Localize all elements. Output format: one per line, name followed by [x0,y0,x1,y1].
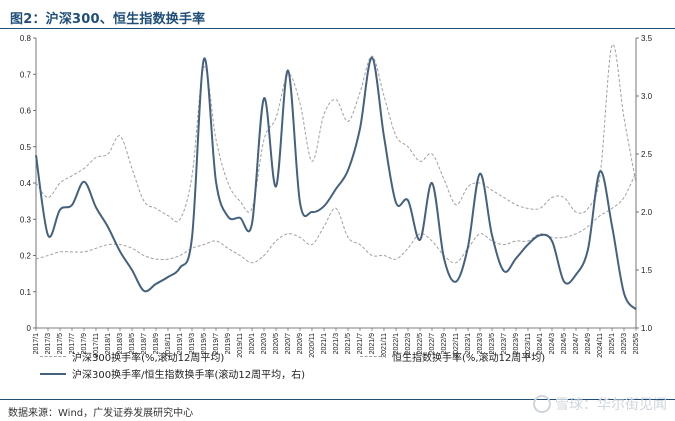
x-tick-label: 2021/7 [357,333,364,355]
x-tick-label: 2021/1 [321,333,328,355]
x-tick-label: 2020/11 [309,333,316,358]
y-right-tick-label: 2.5 [641,150,653,159]
x-tick-label: 2020/3 [261,333,268,355]
watermark-logo-icon [533,395,551,413]
y-left-tick-label: 0.6 [20,107,32,116]
x-tick-label: 2019/9 [225,333,232,355]
legend-ratio-swatch [40,372,66,375]
x-tick-label: 2025/1 [609,333,616,355]
x-tick-label: 2023/7 [501,333,508,355]
x-tick-label: 2017/7 [69,333,76,355]
legend-hs300-swatch [40,356,66,357]
y-left-tick-label: 0.1 [20,288,32,297]
x-tick-label: 2024/5 [561,333,568,355]
x-tick-label: 2020/7 [285,333,292,355]
x-tick-label: 2022/3 [405,333,412,355]
source-note: 数据来源：Wind，广发证券发展研究中心 [8,408,194,419]
x-tick-label: 2017/11 [93,333,100,358]
x-tick-label: 2019/7 [213,333,220,355]
y-left-tick-label: 0.7 [20,70,32,79]
title-rule [0,28,675,29]
x-tick-label: 2018/5 [129,333,136,355]
x-tick-label: 2021/3 [333,333,340,355]
x-tick-label: 2024/1 [537,333,544,355]
y-right-tick-label: 3.5 [641,34,653,43]
x-tick-label: 2017/5 [57,333,64,355]
legend-hs300: 沪深300换手率(%,滚动12周平均) [40,349,224,364]
x-tick-label: 2022/1 [393,333,400,355]
x-tick-label: 2023/1 [465,333,472,355]
x-tick-label: 2023/5 [489,333,496,355]
y-left-tick-label: 0.3 [20,215,32,224]
legend-hs300-label: 沪深300换手率(%,滚动12周平均) [72,353,225,364]
figure-title: 图2：沪深300、恒生指数换手率 [10,12,206,27]
x-tick-label: 2021/11 [381,333,388,358]
x-tick-label: 2023/11 [525,333,532,358]
y-left-tick-label: 0 [27,324,32,333]
x-tick-label: 2017/9 [81,333,88,355]
x-tick-label: 2023/3 [477,333,484,355]
x-tick-label: 2020/9 [297,333,304,355]
y-left-tick-label: 0.2 [20,252,32,261]
x-tick-label: 2018/7 [141,333,148,355]
legend-ratio: 沪深300换手率/恒生指数换手率(滚动12周平均，右) [40,366,305,381]
x-tick-label: 2022/5 [417,333,424,355]
x-tick-label: 2021/9 [369,333,376,355]
watermark: 雪球：华尔街见闻 [533,394,667,414]
x-tick-label: 2020/5 [273,333,280,355]
x-tick-label: 2017/3 [45,333,52,355]
y-right-tick-label: 2.0 [641,208,653,217]
y-left-tick-label: 0.5 [20,143,32,152]
y-left-tick-label: 0.8 [20,34,32,43]
legend-hsi-swatch [360,356,386,357]
x-tick-label: 2018/11 [165,333,172,358]
x-tick-label: 2020/1 [249,333,256,355]
x-tick-label: 2019/5 [201,333,208,355]
x-tick-label: 2019/11 [237,333,244,358]
x-tick-label: 2025/5 [633,333,640,355]
x-tick-label: 2024/3 [549,333,556,355]
y-right-tick-label: 1.5 [641,266,653,275]
series-ratio-line [35,56,637,311]
y-right-tick-label: 3.0 [641,92,653,101]
x-tick-label: 2017/1 [33,333,40,355]
x-tick-label: 2025/3 [621,333,628,355]
legend-hsi: 恒生指数换手率(%,滚动12周平均) [360,349,545,364]
x-tick-label: 2022/11 [453,333,460,358]
x-tick-label: 2022/7 [429,333,436,355]
x-tick-label: 2018/3 [117,333,124,355]
legend-ratio-label: 沪深300换手率/恒生指数换手率(滚动12周平均，右) [72,370,305,381]
watermark-text: 雪球：华尔街见闻 [555,397,667,413]
x-tick-label: 2024/9 [585,333,592,355]
y-right-tick-label: 1.0 [641,324,653,333]
x-tick-label: 2019/1 [177,333,184,355]
x-tick-label: 2018/1 [105,333,112,355]
x-tick-label: 2022/9 [441,333,448,355]
x-tick-label: 2023/9 [513,333,520,355]
x-tick-label: 2024/7 [573,333,580,355]
x-tick-label: 2019/3 [189,333,196,355]
series-hsi-line [35,171,637,264]
footer-rule [0,399,675,400]
y-left-tick-label: 0.4 [20,179,32,188]
legend-hsi-label: 恒生指数换手率(%,滚动12周平均) [392,353,546,364]
chart-svg: 0 0.1 0.2 0.3 0.4 0.5 0.6 0.7 0.8 1.0 1.5 2.0 2.5 3.0… [20,34,653,358]
x-tick-label: 2021/5 [345,333,352,355]
x-tick-label: 2018/9 [153,333,160,355]
x-tick-label: 2024/11 [597,333,604,358]
series-hs300-line [35,43,637,223]
